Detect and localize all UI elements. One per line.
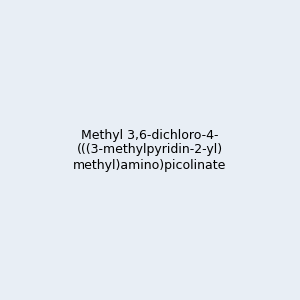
Text: Methyl 3,6-dichloro-4-
(((3-methylpyridin-2-yl)
methyl)amino)picolinate: Methyl 3,6-dichloro-4- (((3-methylpyridi… bbox=[73, 128, 227, 172]
